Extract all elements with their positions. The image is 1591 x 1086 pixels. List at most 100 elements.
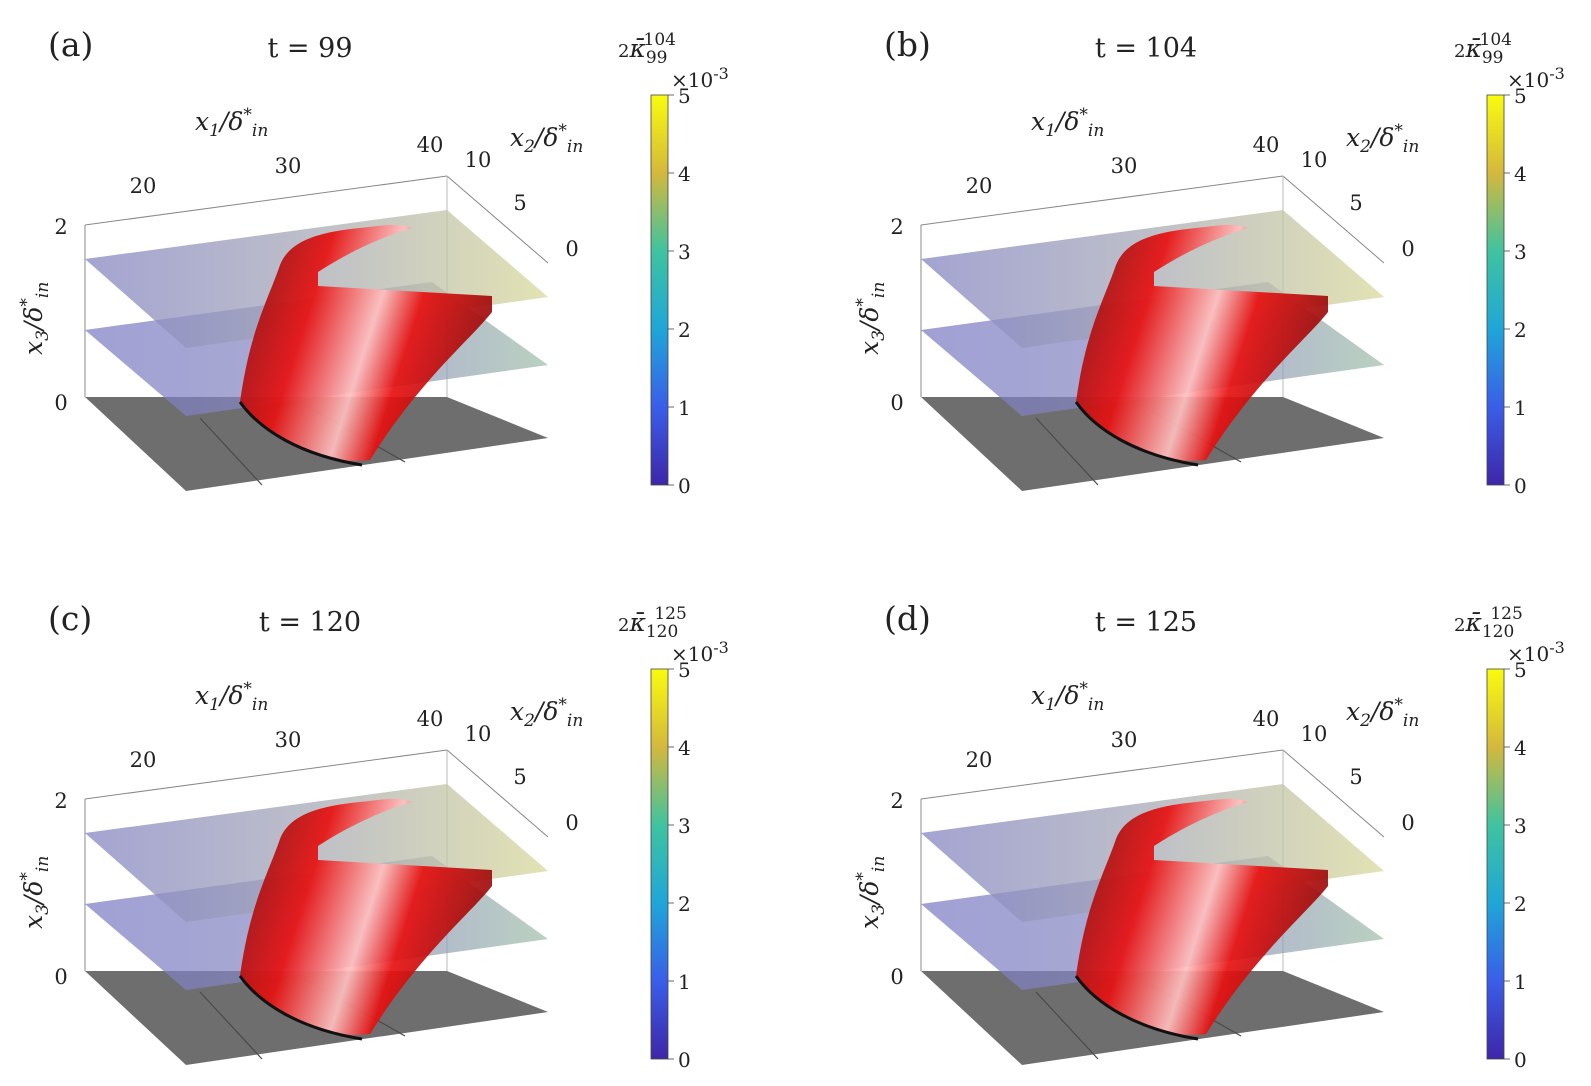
x3-tick: 2 [890, 215, 903, 239]
floor-grid-line [1035, 417, 1099, 486]
x2-tick: 10 [465, 722, 492, 746]
x2-tick: 5 [513, 765, 526, 789]
colorbar-tick-label: 3 [1514, 240, 1527, 264]
floor-grid-line [199, 417, 263, 486]
panel-title: t = 120 [259, 607, 361, 638]
colorbar-exponent: ×10-3 [1507, 638, 1565, 666]
x3-tick: 0 [890, 965, 903, 989]
vortex-base-curve [238, 975, 363, 1041]
x3-axis-label: x3/δ*in [853, 282, 889, 355]
colorbar-exponent: ×10-3 [671, 638, 729, 666]
colorbar [1486, 94, 1505, 486]
x2-tick: 5 [1349, 765, 1362, 789]
x2-tick: 10 [1301, 148, 1328, 172]
panel-label: (a) [48, 25, 93, 64]
x3-tick: 2 [54, 789, 67, 813]
vortex-surface [1076, 798, 1328, 1035]
panel-label: (b) [884, 25, 931, 64]
panel-title: t = 104 [1095, 33, 1197, 64]
box-edge [446, 175, 549, 264]
x1-tick: 40 [1253, 707, 1280, 731]
colorbar-exponent: ×10-3 [671, 64, 729, 92]
vortex-base-curve [1074, 975, 1199, 1041]
colorbar-tick-label: 2 [678, 892, 691, 916]
box-edge [920, 175, 1284, 226]
x1-tick: 20 [130, 174, 157, 198]
x3-axis-label: x3/δ*in [17, 856, 53, 929]
x2-tick: 0 [565, 237, 578, 261]
x2-tick: 5 [1349, 191, 1362, 215]
x3-tick: 0 [890, 391, 903, 415]
vortex-surface [240, 224, 492, 461]
colorbar-tick-label: 5 [1514, 658, 1527, 682]
colorbar-label: 2κ̄120125 [618, 604, 687, 642]
x2-tick: 0 [1401, 811, 1414, 835]
box-edge [1282, 749, 1385, 838]
x1-axis-label: x1/δ*in [195, 679, 268, 715]
colorbar-exponent: ×10-3 [1507, 64, 1565, 92]
x2-tick: 5 [513, 191, 526, 215]
colorbar-tick-label: 3 [1514, 814, 1527, 838]
x2-axis-label: x2/δ*in [1346, 121, 1419, 157]
colorbar-tick-label: 5 [1514, 84, 1527, 108]
x1-tick: 30 [1111, 728, 1138, 752]
vortex-base-curve [238, 401, 363, 467]
x1-axis-label: x1/δ*in [1031, 679, 1104, 715]
colorbar-tick-label: 0 [1514, 474, 1527, 498]
colorbar-tick-label: 1 [678, 396, 691, 420]
x1-tick: 30 [1111, 154, 1138, 178]
floor-grid-line [1035, 991, 1099, 1060]
x3-axis-label: x3/δ*in [17, 282, 53, 355]
x1-axis-label: x1/δ*in [1031, 105, 1104, 141]
box-edge [84, 175, 448, 226]
colorbar-tick-label: 3 [678, 814, 691, 838]
colorbar-tick-label: 1 [678, 970, 691, 994]
colorbar-label: 2κ̄99104 [618, 30, 676, 68]
x1-tick: 20 [966, 748, 993, 772]
vortex-base-curve [1074, 401, 1199, 467]
x3-tick: 2 [54, 215, 67, 239]
colorbar-tick-label: 4 [1514, 736, 1527, 760]
colorbar-tick-label: 4 [678, 736, 691, 760]
panel-title: t = 99 [268, 33, 353, 64]
x3-tick: 0 [54, 965, 67, 989]
colorbar [650, 94, 669, 486]
box-edge [446, 749, 549, 838]
x1-axis-label: x1/δ*in [195, 105, 268, 141]
box-edge [1282, 175, 1385, 264]
box-edge [920, 749, 1284, 800]
colorbar-tick-label: 4 [1514, 162, 1527, 186]
x2-tick: 10 [465, 148, 492, 172]
colorbar-tick-label: 4 [678, 162, 691, 186]
vortex-surface [1076, 224, 1328, 461]
floor-grid-line [199, 991, 263, 1060]
x1-tick: 40 [417, 707, 444, 731]
colorbar-label: 2κ̄99104 [1454, 30, 1512, 68]
colorbar-tick-label: 1 [1514, 396, 1527, 420]
colorbar-tick-label: 2 [1514, 318, 1527, 342]
x1-tick: 30 [275, 154, 302, 178]
x2-tick: 0 [565, 811, 578, 835]
x2-tick: 0 [1401, 237, 1414, 261]
colorbar-tick-label: 5 [678, 84, 691, 108]
colorbar [650, 668, 669, 1060]
x1-tick: 40 [1253, 133, 1280, 157]
x2-axis-label: x2/δ*in [1346, 695, 1419, 731]
panel-label: (c) [48, 599, 92, 638]
x1-tick: 20 [966, 174, 993, 198]
panel-title: t = 125 [1095, 607, 1197, 638]
x2-axis-label: x2/δ*in [510, 695, 583, 731]
colorbar-tick-label: 2 [678, 318, 691, 342]
colorbar-tick-label: 0 [1514, 1048, 1527, 1072]
vortex-surface [240, 798, 492, 1035]
x2-tick: 10 [1301, 722, 1328, 746]
colorbar-tick-label: 1 [1514, 970, 1527, 994]
x1-tick: 40 [417, 133, 444, 157]
x1-tick: 30 [275, 728, 302, 752]
box-edge [84, 749, 448, 800]
x3-tick: 0 [54, 391, 67, 415]
